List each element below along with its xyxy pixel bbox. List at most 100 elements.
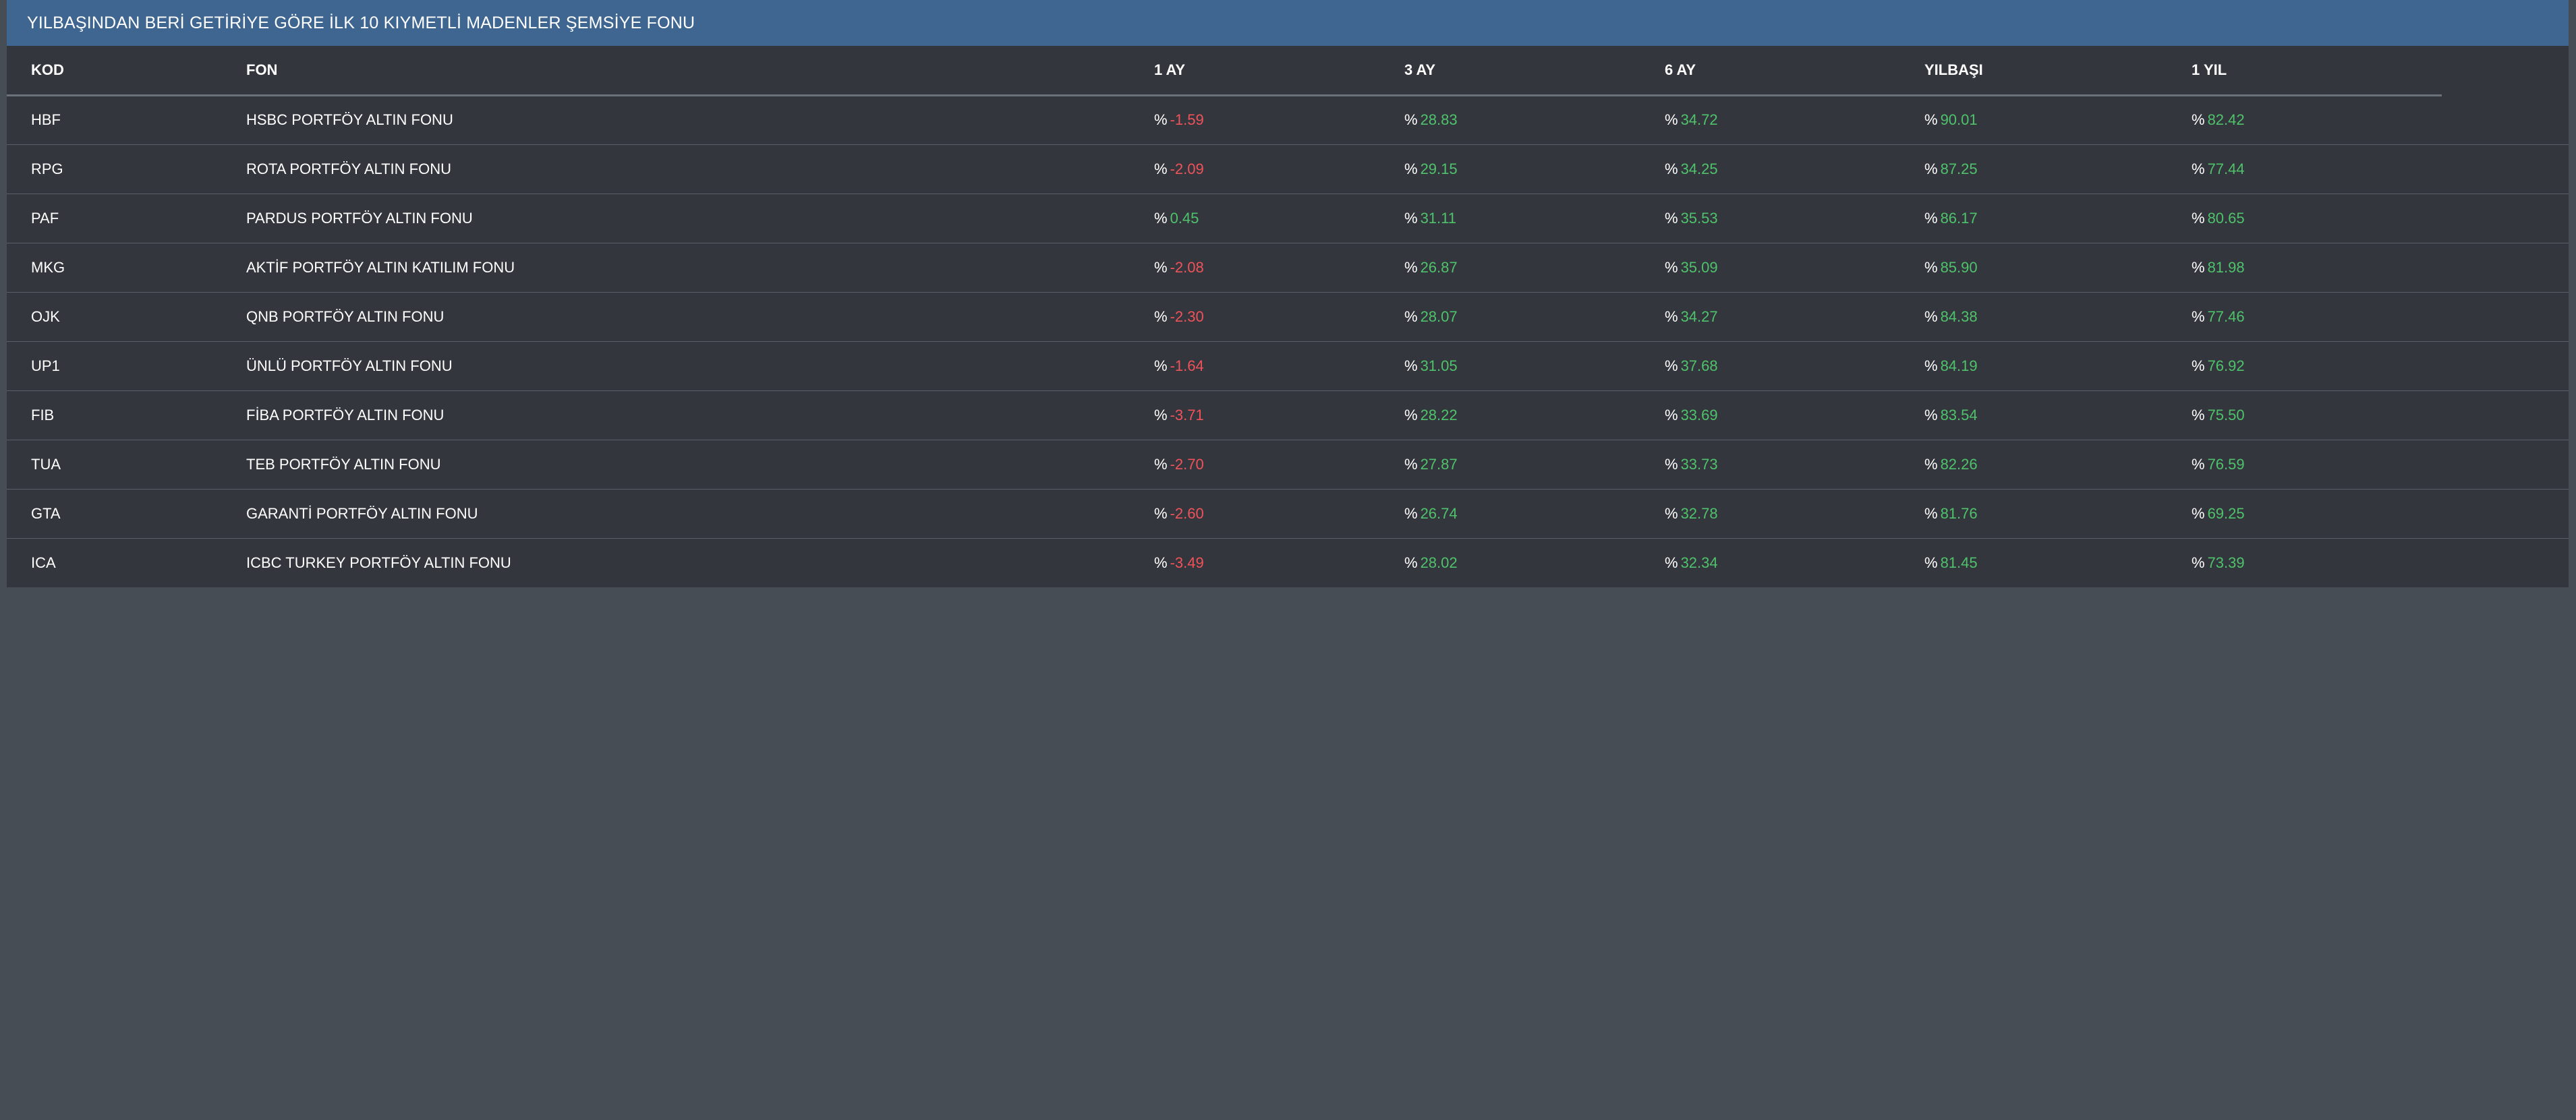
return-cell-6-ay: % 32.78	[1665, 489, 1924, 538]
return-cell-1-yil: % 81.98	[2192, 243, 2442, 292]
table-row[interactable]: OJK QNB PORTFÖY ALTIN FONU% -2.30% 28.07% 34…	[7, 292, 2569, 341]
return-cell-yilbasi: % 87.25	[1924, 144, 2192, 194]
row-spacer	[2442, 144, 2569, 194]
return-cell-yilbasi: % 81.76	[1924, 489, 2192, 538]
percent-sign: %	[1154, 111, 1168, 128]
percent-sign: %	[1154, 307, 1168, 325]
return-cell-1-yil: % 73.39	[2192, 538, 2442, 587]
return-cell-1-yil: % 76.92	[2192, 341, 2442, 390]
percent-sign: %	[1404, 504, 1418, 522]
fund-code: HBF	[31, 111, 61, 128]
fund-name: ROTA PORTFÖY ALTIN FONU	[246, 160, 451, 177]
return-cell-1-ay: % -1.59	[1154, 95, 1404, 144]
return-cell-3-ay: % 27.87	[1404, 440, 1665, 489]
return-value: 76.59	[2207, 455, 2245, 473]
return-cell-1-ay: % -1.64	[1154, 341, 1404, 390]
return-cell-3-ay: % 28.02	[1404, 538, 1665, 587]
return-value: 82.42	[2207, 111, 2245, 128]
column-header-1-ay[interactable]: 1 AY	[1154, 46, 1404, 96]
table-row[interactable]: FIB FİBA PORTFÖY ALTIN FONU% -3.71% 28.22% 3…	[7, 390, 2569, 440]
column-header-fon[interactable]: FON	[246, 46, 1154, 96]
percent-sign: %	[2192, 357, 2205, 374]
percent-sign: %	[1154, 357, 1168, 374]
fund-code: GTA	[31, 504, 61, 522]
table-row[interactable]: GTA GARANTİ PORTFÖY ALTIN FONU% -2.60% 26.7…	[7, 489, 2569, 538]
table-row[interactable]: PAF PARDUS PORTFÖY ALTIN FONU% 0.45% 31.11%…	[7, 194, 2569, 243]
return-value: 75.50	[2207, 406, 2245, 423]
percent-sign: %	[1404, 111, 1418, 128]
percent-sign: %	[1154, 554, 1168, 571]
column-header-3-ay[interactable]: 3 AY	[1404, 46, 1665, 96]
column-header-kod[interactable]: KOD	[7, 46, 246, 96]
return-value: 28.22	[1420, 406, 1458, 423]
return-cell-6-ay: % 33.73	[1665, 440, 1924, 489]
fund-code: UP1	[31, 357, 60, 374]
return-value: 90.01	[1940, 111, 1978, 128]
percent-sign: %	[1404, 160, 1418, 177]
percent-sign: %	[1924, 111, 1938, 128]
table-row[interactable]: UP1 ÜNLÜ PORTFÖY ALTIN FONU% -1.64% 31.05% 3…	[7, 341, 2569, 390]
return-cell-1-ay: % -3.71	[1154, 390, 1404, 440]
return-cell-1-ay: % -3.49	[1154, 538, 1404, 587]
return-cell-1-yil: % 82.42	[2192, 95, 2442, 144]
return-value: 83.54	[1940, 406, 1978, 423]
fund-code: TUA	[31, 455, 61, 473]
row-spacer	[2442, 341, 2569, 390]
fund-name: AKTİF PORTFÖY ALTIN KATILIM FONU	[246, 258, 515, 276]
fund-code: PAF	[31, 209, 59, 227]
return-value: 81.45	[1940, 554, 1978, 571]
return-value: -3.49	[1170, 554, 1204, 571]
return-cell-3-ay: % 28.83	[1404, 95, 1665, 144]
percent-sign: %	[2192, 406, 2205, 423]
return-value: -1.64	[1170, 357, 1204, 374]
percent-sign: %	[1404, 357, 1418, 374]
return-cell-1-ay: % 0.45	[1154, 194, 1404, 243]
return-value: 73.39	[2207, 554, 2245, 571]
table-row[interactable]: RPG ROTA PORTFÖY ALTIN FONU% -2.09% 29.15% 3…	[7, 144, 2569, 194]
table-row[interactable]: MKG AKTİF PORTFÖY ALTIN KATILIM FONU% -2.0…	[7, 243, 2569, 292]
return-value: 34.72	[1680, 111, 1718, 128]
return-cell-1-yil: % 80.65	[2192, 194, 2442, 243]
fund-name: FİBA PORTFÖY ALTIN FONU	[246, 406, 445, 423]
return-cell-1-ay: % -2.09	[1154, 144, 1404, 194]
return-cell-3-ay: % 28.07	[1404, 292, 1665, 341]
return-value: 31.11	[1420, 209, 1456, 227]
return-cell-yilbasi: % 90.01	[1924, 95, 2192, 144]
percent-sign: %	[1404, 455, 1418, 473]
column-header-1-yil[interactable]: 1 YIL	[2192, 46, 2442, 96]
return-cell-yilbasi: % 86.17	[1924, 194, 2192, 243]
panel-title: YILBAŞINDAN BERİ GETİRİYE GÖRE İLK 10 KI…	[7, 0, 2569, 46]
fund-name: GARANTİ PORTFÖY ALTIN FONU	[246, 504, 478, 522]
return-cell-1-yil: % 76.59	[2192, 440, 2442, 489]
return-value: 86.17	[1940, 209, 1978, 227]
row-spacer	[2442, 292, 2569, 341]
row-spacer	[2442, 194, 2569, 243]
percent-sign: %	[2192, 209, 2205, 227]
percent-sign: %	[1924, 406, 1938, 423]
table-row[interactable]: ICA ICBC TURKEY PORTFÖY ALTIN FONU% -3.49%…	[7, 538, 2569, 587]
return-cell-yilbasi: % 83.54	[1924, 390, 2192, 440]
percent-sign: %	[1924, 357, 1938, 374]
return-cell-3-ay: % 26.87	[1404, 243, 1665, 292]
percent-sign: %	[1404, 209, 1418, 227]
return-value: 76.92	[2207, 357, 2245, 374]
table-row[interactable]: HBF HSBC PORTFÖY ALTIN FONU% -1.59% 28.83% 3…	[7, 95, 2569, 144]
return-cell-yilbasi: % 81.45	[1924, 538, 2192, 587]
return-value: 26.87	[1420, 258, 1458, 276]
return-cell-1-yil: % 75.50	[2192, 390, 2442, 440]
percent-sign: %	[1154, 406, 1168, 423]
return-value: -2.09	[1170, 160, 1204, 177]
column-header-yilbasi[interactable]: YILBAŞI	[1924, 46, 2192, 96]
percent-sign: %	[1924, 160, 1938, 177]
table-row[interactable]: TUA TEB PORTFÖY ALTIN FONU% -2.70% 27.87% 33…	[7, 440, 2569, 489]
column-header-6-ay[interactable]: 6 AY	[1665, 46, 1924, 96]
percent-sign: %	[2192, 554, 2205, 571]
table-body: HBF HSBC PORTFÖY ALTIN FONU% -1.59% 28.83% 3…	[7, 95, 2569, 587]
return-value: 34.27	[1680, 307, 1718, 325]
percent-sign: %	[1665, 455, 1678, 473]
percent-sign: %	[1924, 258, 1938, 276]
return-cell-6-ay: % 37.68	[1665, 341, 1924, 390]
fund-name: ICBC TURKEY PORTFÖY ALTIN FONU	[246, 554, 511, 571]
percent-sign: %	[1924, 209, 1938, 227]
percent-sign: %	[2192, 258, 2205, 276]
